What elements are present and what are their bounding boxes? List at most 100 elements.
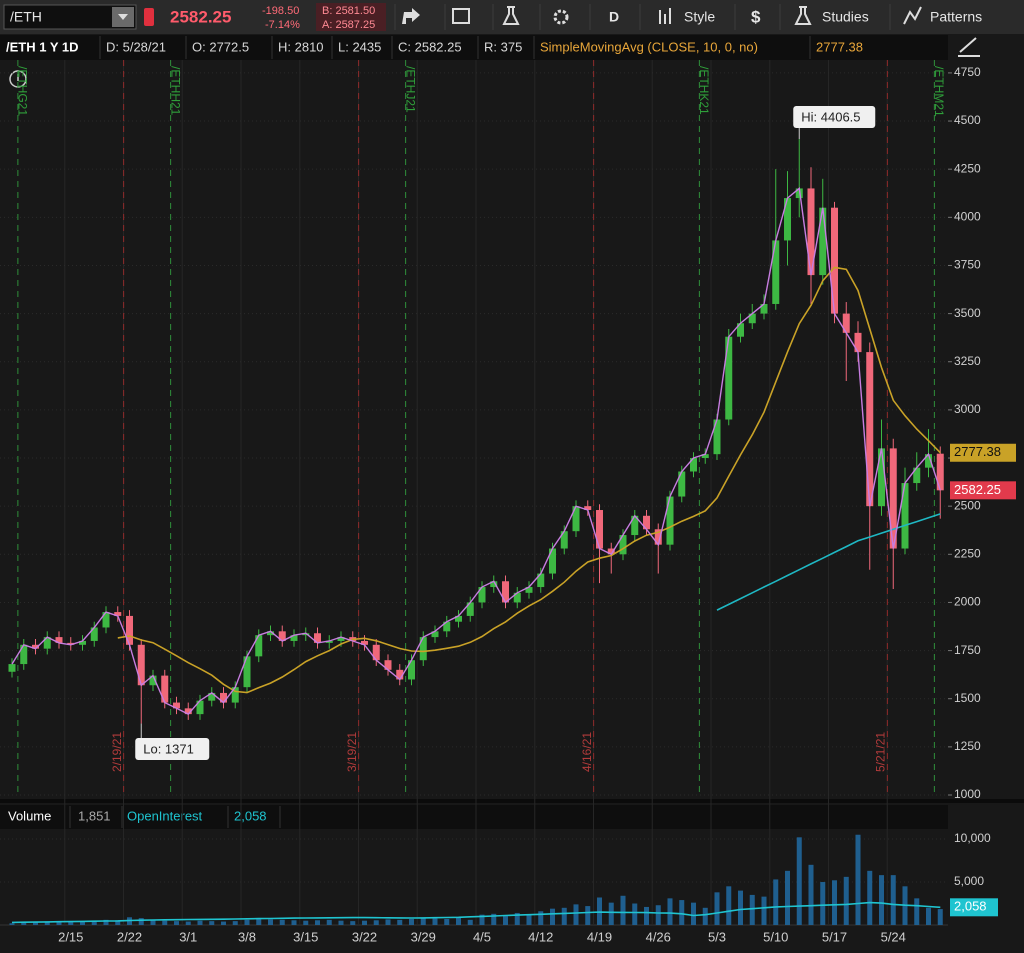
candle-body xyxy=(290,635,298,641)
candle-body xyxy=(690,458,697,472)
volume-bar xyxy=(479,914,485,925)
volume-bar xyxy=(256,918,262,925)
volume-bar xyxy=(503,915,508,925)
volume-bar xyxy=(326,919,332,925)
candle-body xyxy=(278,631,286,641)
info-close: C: 2582.25 xyxy=(398,39,462,54)
volume-bar xyxy=(937,909,943,925)
x-tick-label: 5/10 xyxy=(763,929,788,944)
share-icon[interactable] xyxy=(402,8,420,24)
volume-bar xyxy=(867,870,873,925)
volume-bar xyxy=(714,892,720,925)
x-tick-label: 3/15 xyxy=(293,929,318,944)
x-tick-label: 2/22 xyxy=(117,929,142,944)
toolbar xyxy=(0,0,1024,34)
volume-bar xyxy=(162,920,168,925)
style-button[interactable]: Style xyxy=(684,9,715,25)
toolbar-separators xyxy=(394,4,891,30)
volume-bar xyxy=(291,920,297,925)
volume-bar xyxy=(33,922,38,925)
volume-bar xyxy=(491,913,497,925)
y-tick-label: 3250 xyxy=(954,354,981,368)
study-value: 2777.38 xyxy=(816,39,863,54)
volume-bar xyxy=(315,920,320,925)
volume-bar xyxy=(221,921,226,925)
candle-body xyxy=(866,352,874,507)
candle-body xyxy=(173,702,180,709)
expiration-label: /ETHJ21 xyxy=(403,66,417,113)
volume-bar xyxy=(561,907,567,925)
volume-bar xyxy=(879,875,884,925)
gear-icon[interactable] xyxy=(553,9,569,25)
info-low: L: 2435 xyxy=(338,39,381,54)
y-tick-label: 1000 xyxy=(954,787,981,801)
candle-body xyxy=(243,656,251,688)
candle-body xyxy=(502,581,509,603)
ask: A: 2587.25 xyxy=(322,19,375,31)
candle-body xyxy=(478,587,486,603)
volume-bar xyxy=(926,907,931,925)
candle-body xyxy=(607,548,615,555)
candle-body xyxy=(90,627,98,641)
volume-bar xyxy=(667,898,673,925)
volume-bar xyxy=(514,912,520,925)
volume-bar xyxy=(620,895,626,925)
screen-icon[interactable] xyxy=(452,8,470,24)
volume-bar xyxy=(785,870,790,925)
candle-body xyxy=(255,635,263,657)
candle-body xyxy=(666,496,674,545)
volume-bar xyxy=(761,896,767,925)
info-date: D: 5/28/21 xyxy=(106,39,166,54)
candle-body xyxy=(901,483,909,549)
candle-body xyxy=(372,644,380,661)
candle-body xyxy=(725,336,733,420)
candle-body xyxy=(32,644,39,649)
pct-change: -7.14% xyxy=(265,19,300,31)
info-high: H: 2810 xyxy=(278,39,324,54)
bid-ask-box xyxy=(316,3,386,31)
candle-body xyxy=(584,506,592,511)
volume-header-separators xyxy=(69,806,281,828)
x-tick-label: 5/3 xyxy=(708,929,726,944)
volume-bar xyxy=(550,908,555,925)
high-callout xyxy=(793,106,876,128)
candle-body xyxy=(737,323,744,337)
x-tick-label: 3/8 xyxy=(238,929,256,944)
flag-icon[interactable] xyxy=(144,8,154,26)
candle-body xyxy=(560,531,568,549)
volume-bar xyxy=(303,920,309,925)
volume-bar xyxy=(91,920,97,925)
net-change: -198.50 xyxy=(262,5,299,17)
candle-body xyxy=(79,640,86,645)
flask-icon[interactable] xyxy=(502,6,520,25)
x-tick-label: 4/12 xyxy=(528,929,553,944)
volume-bar xyxy=(185,921,191,925)
volume-bar xyxy=(702,907,708,925)
aggregation-button[interactable]: D xyxy=(609,9,619,25)
candle-body xyxy=(878,448,885,507)
x-tick-label: 5/24 xyxy=(881,929,906,944)
volume-bar xyxy=(749,894,755,925)
volume-bar xyxy=(373,920,379,925)
info-open: O: 2772.5 xyxy=(192,39,249,54)
y-tick-label: 1500 xyxy=(954,691,981,705)
candle-body xyxy=(807,188,815,276)
volume-bar xyxy=(773,879,779,925)
candle-body xyxy=(384,660,392,670)
x-tick-label: 4/5 xyxy=(473,929,491,944)
candle-body xyxy=(137,644,145,686)
studies-button[interactable]: Studies xyxy=(822,9,869,25)
candle-body xyxy=(525,587,533,593)
x-tick-label: 3/29 xyxy=(411,929,436,944)
candle-body xyxy=(831,207,838,314)
dollar-icon[interactable]: $ xyxy=(751,7,761,26)
drawing-icon[interactable] xyxy=(958,37,980,57)
y-tick-label: 2000 xyxy=(954,595,981,609)
candle-body xyxy=(513,592,521,603)
patterns-button[interactable]: Patterns xyxy=(930,9,982,25)
volume-bar xyxy=(362,920,367,925)
dropdown-arrow xyxy=(118,14,128,20)
candle-body xyxy=(643,515,650,530)
candle-body xyxy=(267,631,274,636)
